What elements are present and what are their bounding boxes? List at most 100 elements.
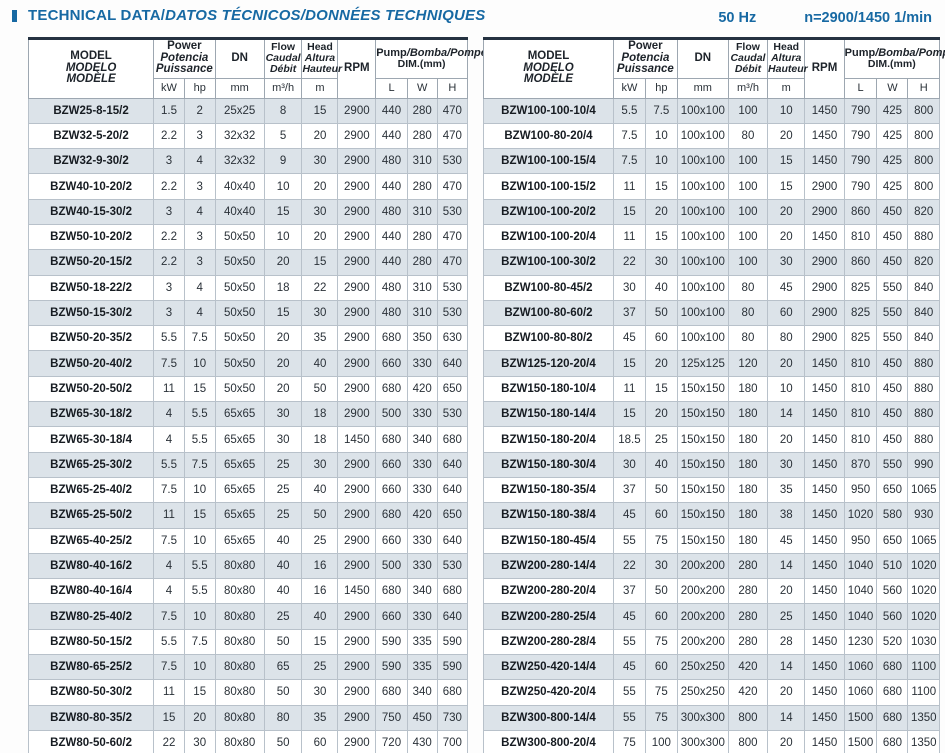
cell-dim-w: 420 [406,375,438,403]
cell-dim-l: 480 [375,198,408,225]
cell-dim-l: 790 [843,122,878,150]
cell-rpm: 1450 [804,122,845,150]
cell-model: BZW100-80-20/4 [483,122,614,150]
cell-rpm: 2900 [337,350,377,377]
cell-dim-h: 880 [907,401,940,428]
cell-hp: 100 [644,729,678,753]
cell-flow: 20 [263,375,303,403]
cell-head: 18 [301,426,339,453]
cell-flow: 25 [263,603,303,630]
table-row: BZW80-50-30/2 11 15 80x80 50 30 2900 680 340 680 [27,679,469,706]
cell-dn: 100x100 [676,249,729,276]
cell-hp: 3 [183,122,216,150]
cell-dn: 80x80 [214,628,265,656]
cell-head: 15 [767,173,806,200]
cell-dn: 50x50 [214,223,265,251]
cell-hp: 10 [183,350,216,377]
cell-hp: 10 [183,603,216,630]
cell-flow: 180 [727,375,769,403]
unit-mm: mm [676,78,729,99]
cell-head: 20 [301,173,339,200]
cell-rpm: 2900 [337,729,377,753]
cell-model: BZW80-25-40/2 [27,603,155,630]
cell-dim-w: 510 [876,552,909,580]
table-row: BZW300-800-20/4 75 100 300x300 800 20 1450 1500… [483,729,940,753]
cell-model: BZW200-280-25/4 [483,603,614,630]
cell-dim-l: 810 [843,401,878,428]
cell-model: BZW100-100-10/4 [483,97,614,124]
cell-rpm: 1450 [804,476,845,504]
cell-dim-w: 450 [876,426,909,453]
cell-model: BZW32-9-30/2 [27,148,155,175]
table-row: BZW100-80-60/2 37 50 100x100 80 60 2900 825 550 8… [483,299,940,327]
cell-head: 20 [767,122,806,150]
flow-label-en: Flow [735,40,760,53]
cell-dim-h: 820 [907,198,940,225]
cell-flow: 50 [263,679,303,706]
table-row: BZW50-20-40/2 7.5 10 50x50 20 40 2900 660 330 640 [27,350,469,377]
cell-dn: 100x100 [676,325,729,352]
cell-model: BZW150-180-35/4 [483,476,614,504]
head-label-en: Head [773,40,800,53]
cell-head: 35 [301,704,339,731]
cell-dim-l: 1040 [843,603,878,630]
cell-rpm: 1450 [804,527,845,554]
pump-table-right: MODEL MODELO MODÈLE Power Potencia Puiss… [483,37,945,753]
table-row: BZW50-18-22/2 3 4 50x50 18 22 2900 480 310 530 [27,274,469,301]
cell-kw: 11 [153,502,185,529]
cell-dim-l: 1020 [843,502,878,529]
cell-dim-h: 800 [907,97,940,124]
cell-dn: 80x80 [214,552,265,580]
cell-model: BZW200-280-20/4 [483,578,614,605]
cell-dim-h: 680 [436,426,469,453]
table-row: BZW80-50-60/2 22 30 80x80 50 60 2900 720 430 700 [27,729,469,753]
cell-dim-w: 425 [876,122,909,150]
cell-flow: 80 [263,704,303,731]
cell-dim-w: 340 [406,426,438,453]
cell-dn: 40x40 [214,173,265,200]
cell-hp: 15 [644,375,678,403]
cell-dim-l: 790 [843,97,878,124]
cell-rpm: 1450 [804,704,845,731]
cell-dn: 300x300 [676,704,729,731]
spec-labels: 50 Hz n=2900/1450 1/min [718,10,940,26]
cell-rpm: 2900 [337,527,377,554]
cell-flow: 100 [727,97,769,124]
cell-rpm: 2900 [804,325,845,352]
cell-dn: 25x25 [214,97,265,124]
cell-dim-l: 810 [843,350,878,377]
pump-dim-sub-label: DIM.(mm) [867,57,916,70]
cell-rpm: 1450 [337,426,377,453]
cell-dim-l: 810 [843,223,878,251]
cell-rpm: 2900 [337,148,377,175]
table-row: BZW65-30-18/4 4 5.5 65x65 30 18 1450 680 340 680 [27,426,469,453]
table-row: BZW32-9-30/2 3 4 32x32 9 30 2900 480 310 530 [27,148,469,175]
cell-dim-l: 660 [375,603,408,630]
cell-model: BZW80-65-25/2 [27,654,155,681]
pump-dim-label: Pump/Bomba/Pompe [376,46,487,59]
cell-dim-h: 590 [436,654,469,681]
cell-dn: 32x32 [214,122,265,150]
cell-head: 14 [767,704,806,731]
unit-m3h: m³/h [727,78,769,99]
cell-kw: 7.5 [153,350,185,377]
cell-hp: 7.5 [183,628,216,656]
cell-rpm: 2900 [337,654,377,681]
cell-dim-h: 530 [436,401,469,428]
cell-hp: 3 [183,249,216,276]
col-header-model: MODEL MODELO MODÈLE [483,38,614,99]
cell-dn: 200x200 [676,603,729,630]
cell-dim-l: 480 [375,148,408,175]
cell-head: 20 [767,729,806,753]
cell-head: 40 [301,603,339,630]
cell-dim-l: 860 [843,198,878,225]
cell-dn: 80x80 [214,704,265,731]
model-label-en: MODEL [70,50,112,62]
cell-model: BZW40-15-30/2 [27,198,155,225]
cell-model: BZW65-25-50/2 [27,502,155,529]
cell-dim-h: 1020 [907,578,940,605]
cell-head: 28 [767,628,806,656]
frequency-label: 50 Hz [718,9,757,26]
cell-dim-h: 470 [436,223,469,251]
cell-dn: 50x50 [214,249,265,276]
